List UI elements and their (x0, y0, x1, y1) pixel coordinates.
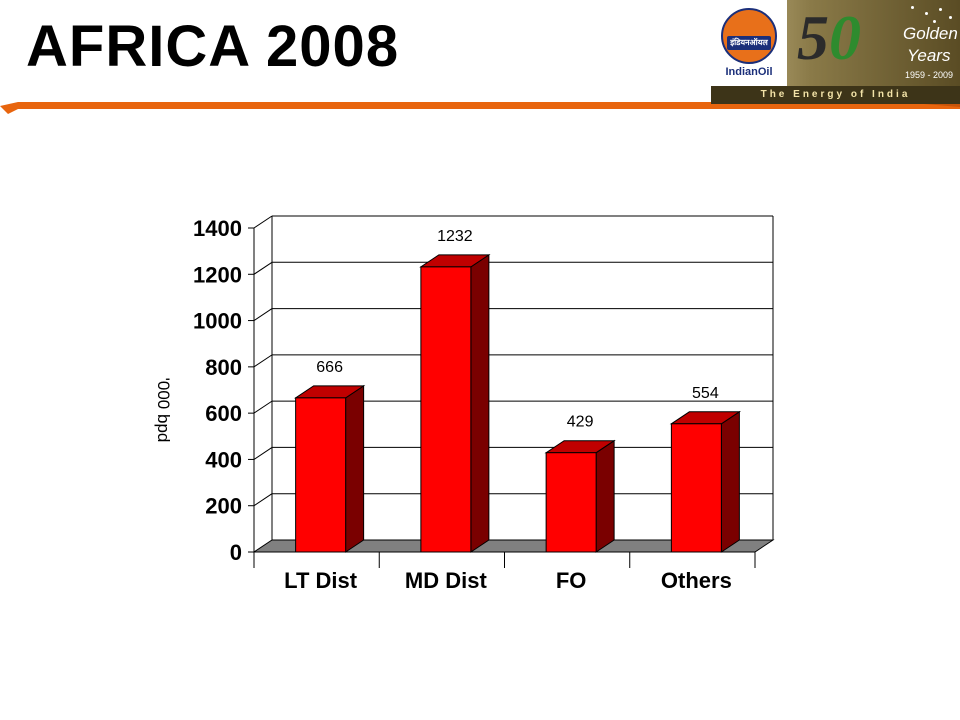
gridline-depth (253, 354, 273, 368)
bar-others (670, 423, 722, 553)
logo-fifty: 50 (797, 6, 861, 70)
data-label: 554 (692, 385, 719, 402)
chart-bars (293, 253, 742, 553)
y-tick-label: 1000 (193, 309, 242, 334)
star-icon (933, 20, 936, 23)
y-axis-title: '000 bpd (154, 378, 173, 443)
y-tick-label: 1400 (193, 216, 242, 241)
y-tick-label: 600 (205, 401, 242, 426)
logo-brand-name: IndianOil (725, 66, 773, 78)
x-category-label: LT Dist (284, 568, 358, 593)
emblem-band: इंडियनऑयल (727, 36, 771, 50)
gridline-depth (253, 261, 273, 275)
star-icon (911, 6, 914, 9)
gridline-depth (253, 447, 273, 460)
star-icon (939, 8, 942, 11)
logo-tagline: The Energy of India (711, 86, 960, 104)
logo-brand-hindi: इंडियनऑयल (730, 38, 768, 47)
bar-side (345, 384, 365, 553)
bar-md-dist (420, 266, 472, 553)
data-label: 666 (316, 359, 343, 376)
y-tick-label: 0 (230, 540, 242, 565)
logo-year-range: 1959 - 2009 (905, 70, 954, 80)
bar-fo (545, 452, 597, 553)
logo-fifty-five: 5 (797, 2, 829, 73)
logo-fifty-zero: 0 (829, 2, 861, 73)
data-label: 429 (567, 414, 594, 431)
bar-side (470, 253, 490, 553)
gridline-depth (253, 215, 273, 229)
gridline-depth (253, 308, 273, 321)
data-label: 1232 (437, 228, 473, 245)
x-category-label: MD Dist (405, 568, 488, 593)
chart-y-tick-labels: 0 200 400 600 800 1000 1200 1400 (193, 216, 242, 565)
y-tick-label: 1200 (193, 262, 242, 287)
logo-golden: Golden (903, 24, 958, 43)
bar-lt-dist (295, 397, 347, 553)
star-icon (925, 12, 928, 15)
indianoil-brand-mark: इंडियनऑयल IndianOil (711, 0, 787, 86)
gridline-depth (253, 493, 273, 507)
y-tick-label: 400 (205, 447, 242, 472)
chart-data-labels: 666 1232 429 554 (316, 228, 719, 431)
chart-x-category-labels: LT Dist MD Dist FO Others (284, 568, 732, 593)
y-tick-label: 200 (205, 494, 242, 519)
slide-title: AFRICA 2008 (26, 14, 400, 79)
indianoil-emblem-icon: इंडियनऑयल (721, 8, 777, 64)
star-icon (949, 16, 952, 19)
logo-years: Years (907, 46, 951, 65)
indianoil-golden-years-logo: इंडियनऑयल IndianOil 50 Golden Years 1959… (711, 0, 960, 104)
x-category-label: FO (556, 568, 587, 593)
x-category-label: Others (661, 568, 732, 593)
y-tick-label: 800 (205, 355, 242, 380)
bar-side (720, 410, 740, 553)
gridline-depth (253, 400, 273, 414)
bar-side (595, 439, 615, 553)
